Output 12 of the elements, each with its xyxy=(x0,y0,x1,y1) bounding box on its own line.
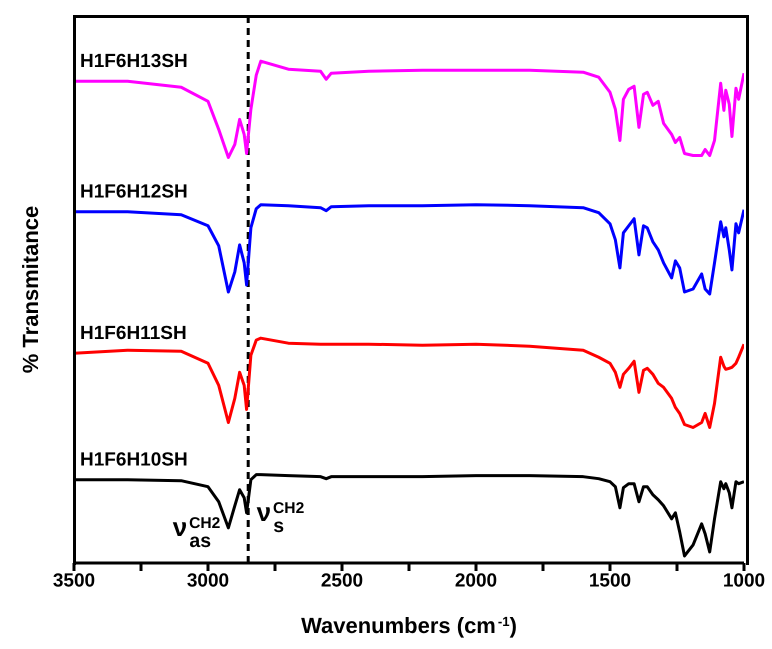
series-label: H1F6H13SH xyxy=(80,51,188,72)
x-tick-label: 3000 xyxy=(186,570,230,592)
series-label: H1F6H10SH xyxy=(80,450,188,471)
x-tick-label: 1500 xyxy=(588,570,632,592)
x-tick-label: 2500 xyxy=(320,570,364,592)
x-axis-title: Wavenumbers (cm$^{-1}$) xyxy=(301,613,517,638)
series-label: H1F6H11SH xyxy=(80,323,187,344)
x-tick-label: 1000 xyxy=(722,570,766,592)
x-tick-label: 3500 xyxy=(52,570,96,592)
series-label: H1F6H12SH xyxy=(80,182,188,203)
y-axis-title: % Transmitance xyxy=(18,206,43,374)
x-tick-label: 2000 xyxy=(454,570,498,592)
